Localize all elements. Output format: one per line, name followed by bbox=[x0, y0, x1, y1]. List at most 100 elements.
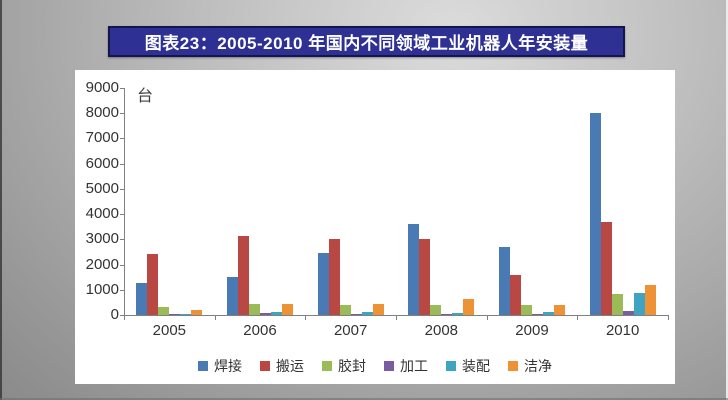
bar-2005-搬运 bbox=[147, 254, 159, 315]
chart-legend: 焊接 搬运 胶封 加工 装配 洁净 bbox=[75, 356, 675, 376]
legend-label: 搬运 bbox=[276, 358, 304, 374]
x-axis-tick-mark bbox=[577, 316, 579, 320]
bar-2008-焊接 bbox=[408, 224, 420, 315]
legend-label: 加工 bbox=[400, 358, 428, 374]
bar-2006-洁净 bbox=[281, 304, 293, 315]
y-axis-tick-mark bbox=[120, 138, 124, 140]
bar-2010-焊接 bbox=[589, 113, 601, 315]
bar-group-2010 bbox=[577, 88, 668, 315]
legend-swatch-icon bbox=[198, 361, 208, 371]
legend-label: 焊接 bbox=[214, 358, 242, 374]
bar-2006-胶封 bbox=[248, 304, 260, 315]
legend-item-胶封: 胶封 bbox=[322, 356, 366, 376]
bar-2010-装配 bbox=[633, 293, 645, 315]
y-axis-unit-label: 台 bbox=[137, 88, 154, 105]
bar-2006-焊接 bbox=[226, 277, 238, 315]
bar-2010-洁净 bbox=[644, 285, 656, 315]
legend-swatch-icon bbox=[322, 361, 332, 371]
bar-2007-焊接 bbox=[317, 253, 329, 315]
bar-2008-装配 bbox=[452, 313, 464, 315]
legend-label: 洁净 bbox=[524, 358, 552, 374]
legend-swatch-icon bbox=[508, 361, 518, 371]
bar-2010-搬运 bbox=[600, 222, 612, 315]
bar-2009-搬运 bbox=[509, 275, 521, 315]
x-axis-tick-mark bbox=[124, 316, 125, 320]
x-axis-category-label: 2007 bbox=[333, 322, 368, 339]
x-axis-category-label: 2009 bbox=[515, 322, 549, 339]
y-axis-tick-label: 3000 bbox=[85, 230, 119, 248]
legend-swatch-icon bbox=[260, 361, 270, 371]
bar-2006-装配 bbox=[270, 312, 282, 315]
y-axis-line bbox=[124, 88, 125, 316]
bar-2010-加工 bbox=[622, 311, 634, 315]
legend-item-装配: 装配 bbox=[446, 356, 490, 376]
slide-left-edge bbox=[0, 0, 2, 400]
x-axis-tick-mark bbox=[486, 316, 488, 320]
legend-swatch-icon bbox=[384, 361, 394, 371]
y-axis-tick-label: 7000 bbox=[85, 129, 119, 147]
y-axis-tick-label: 5000 bbox=[85, 179, 119, 197]
legend-label: 装配 bbox=[462, 358, 490, 374]
bar-2008-搬运 bbox=[419, 239, 431, 315]
y-axis-tick-label: 1000 bbox=[85, 280, 119, 298]
bar-2009-洁净 bbox=[553, 305, 565, 315]
x-axis-tick-mark bbox=[668, 316, 669, 320]
legend-swatch-icon bbox=[446, 361, 456, 371]
y-axis-tick-mark bbox=[120, 239, 124, 241]
y-axis-tick-label: 0 bbox=[110, 306, 119, 323]
bar-2009-胶封 bbox=[520, 305, 532, 315]
y-axis-tick-label: 8000 bbox=[85, 104, 119, 122]
legend-item-搬运: 搬运 bbox=[260, 356, 304, 376]
chart-panel: 台 焊接 搬运 胶封 加工 装配 洁净 0 1000 2000 3000 4000 5000 6000… bbox=[75, 70, 675, 384]
legend-item-洁净: 洁净 bbox=[508, 356, 552, 376]
bar-2010-胶封 bbox=[611, 294, 623, 315]
bar-2005-焊接 bbox=[136, 283, 148, 315]
bar-group-2009 bbox=[487, 88, 578, 315]
bar-2008-胶封 bbox=[430, 305, 442, 315]
y-axis-tick-mark bbox=[120, 88, 124, 89]
x-axis-category-label: 2006 bbox=[243, 322, 277, 339]
x-axis-category-label: 2008 bbox=[424, 322, 459, 339]
y-axis-tick-mark bbox=[120, 163, 124, 165]
y-axis-tick-mark bbox=[120, 113, 124, 115]
bar-2009-装配 bbox=[542, 312, 554, 315]
bar-2008-洁净 bbox=[463, 299, 475, 315]
bar-group-2008 bbox=[396, 88, 487, 315]
y-axis-tick-label: 6000 bbox=[85, 154, 119, 172]
bar-2006-搬运 bbox=[237, 236, 249, 315]
bar-group-2005 bbox=[124, 88, 215, 315]
y-axis-tick-mark bbox=[120, 214, 124, 216]
bar-2007-装配 bbox=[361, 312, 373, 315]
bar-2005-胶封 bbox=[158, 307, 170, 315]
legend-label: 胶封 bbox=[338, 358, 366, 374]
slide-bottom-edge bbox=[0, 398, 728, 400]
y-axis-tick-label: 4000 bbox=[85, 205, 119, 223]
slide-title-text: 图表23：2005-2010 年国内不同领域工业机器人年安装量 bbox=[144, 34, 589, 53]
slide-title-banner: 图表23：2005-2010 年国内不同领域工业机器人年安装量 bbox=[108, 26, 625, 57]
bar-group-2006 bbox=[215, 88, 306, 315]
x-axis-line bbox=[124, 315, 669, 316]
legend-item-焊接: 焊接 bbox=[198, 356, 242, 376]
bar-2007-胶封 bbox=[339, 305, 351, 315]
x-axis-tick-mark bbox=[396, 316, 397, 320]
legend-item-加工: 加工 bbox=[384, 356, 428, 376]
y-axis-tick-mark bbox=[120, 188, 124, 190]
bar-2005-装配 bbox=[180, 314, 192, 315]
bar-2005-洁净 bbox=[191, 310, 203, 315]
bar-2009-焊接 bbox=[498, 247, 510, 315]
bar-group-2007 bbox=[305, 88, 396, 315]
x-axis-tick-mark bbox=[214, 316, 216, 320]
bar-2008-加工 bbox=[441, 314, 453, 315]
bar-2007-搬运 bbox=[328, 239, 340, 315]
y-axis-tick-mark bbox=[120, 289, 124, 291]
y-axis-tick-mark bbox=[120, 264, 124, 266]
y-axis-tick-mark bbox=[120, 315, 124, 316]
bar-2007-加工 bbox=[350, 314, 362, 315]
x-axis-category-label: 2010 bbox=[605, 322, 640, 339]
bar-2006-加工 bbox=[259, 313, 271, 315]
y-axis-tick-label: 9000 bbox=[85, 79, 119, 96]
slide-right-edge bbox=[726, 0, 728, 400]
x-axis-category-label: 2005 bbox=[152, 322, 187, 339]
bar-2005-加工 bbox=[169, 314, 181, 315]
